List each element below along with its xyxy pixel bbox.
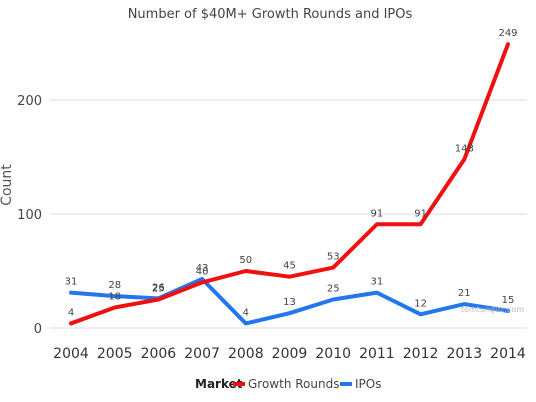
legend-label-ipos: IPOs [355,377,381,391]
legend-title: Market [195,377,243,391]
x-tick-label: 2011 [359,346,395,362]
x-tick-label: 2005 [97,346,133,362]
x-tick-label: 2012 [403,346,439,362]
y-axis-label: Count [0,164,15,206]
x-tick-label: 2013 [446,346,482,362]
data-label-growth-rounds: 249 [498,28,517,39]
data-label-ipos: 28 [108,280,121,291]
data-label-growth-rounds: 53 [327,252,340,263]
x-tick-label: 2006 [141,346,177,362]
data-label-ipos: 4 [243,307,249,318]
data-label-growth-rounds: 45 [283,261,296,272]
data-label-ipos: 15 [502,295,515,306]
data-label-growth-rounds: 25 [152,284,165,295]
data-label-ipos: 13 [283,297,296,308]
data-label-ipos: 12 [414,298,427,309]
data-label-ipos: 31 [371,277,384,288]
chart-title: Number of $40M+ Growth Rounds and IPOs [128,7,413,22]
legend-item-growth-rounds[interactable]: Growth Rounds [233,377,339,391]
data-label-ipos: 31 [65,277,78,288]
data-labels: 31 28 26 43 4 13 25 31 12 21 15 4 18 25 40 50 45 53 91 91 14… [65,28,518,318]
data-label-ipos: 26 [152,282,165,293]
y-axis-ticks: 0 100 200 [17,94,42,337]
series-lines [69,42,510,326]
x-tick-label: 2010 [315,346,351,362]
x-tick-label: 2008 [228,346,264,362]
data-label-ipos: 25 [327,284,340,295]
legend-label-growth-rounds: Growth Rounds [248,377,339,391]
x-tick-label: 2014 [490,346,526,362]
watermark: tomtunguz.com [461,305,524,314]
series-line-growth-rounds [69,42,510,326]
x-tick-label: 2007 [184,346,220,362]
x-axis-ticks: 2004 2005 2006 2007 2008 2009 2010 2011 2012 2013… [53,346,526,362]
data-label-growth-rounds: 50 [239,255,252,266]
series-line-ipos [69,276,510,326]
data-label-growth-rounds: 4 [68,307,74,318]
data-label-ipos: 43 [196,263,209,274]
data-label-growth-rounds: 40 [196,266,209,277]
legend: Market Growth Rounds IPOs [195,377,381,391]
y-tick-label: 200 [17,94,42,109]
data-label-ipos: 21 [458,288,471,299]
legend-item-ipos[interactable]: IPOs [340,377,381,391]
x-tick-label: 2009 [272,346,308,362]
gridlines [50,99,527,329]
y-tick-label: 0 [34,322,42,337]
data-label-growth-rounds: 91 [414,208,427,219]
data-label-growth-rounds: 148 [455,143,474,154]
data-label-growth-rounds: 91 [371,208,384,219]
y-tick-label: 100 [17,208,42,223]
data-label-growth-rounds: 18 [108,291,121,302]
x-tick-label: 2004 [53,346,89,362]
